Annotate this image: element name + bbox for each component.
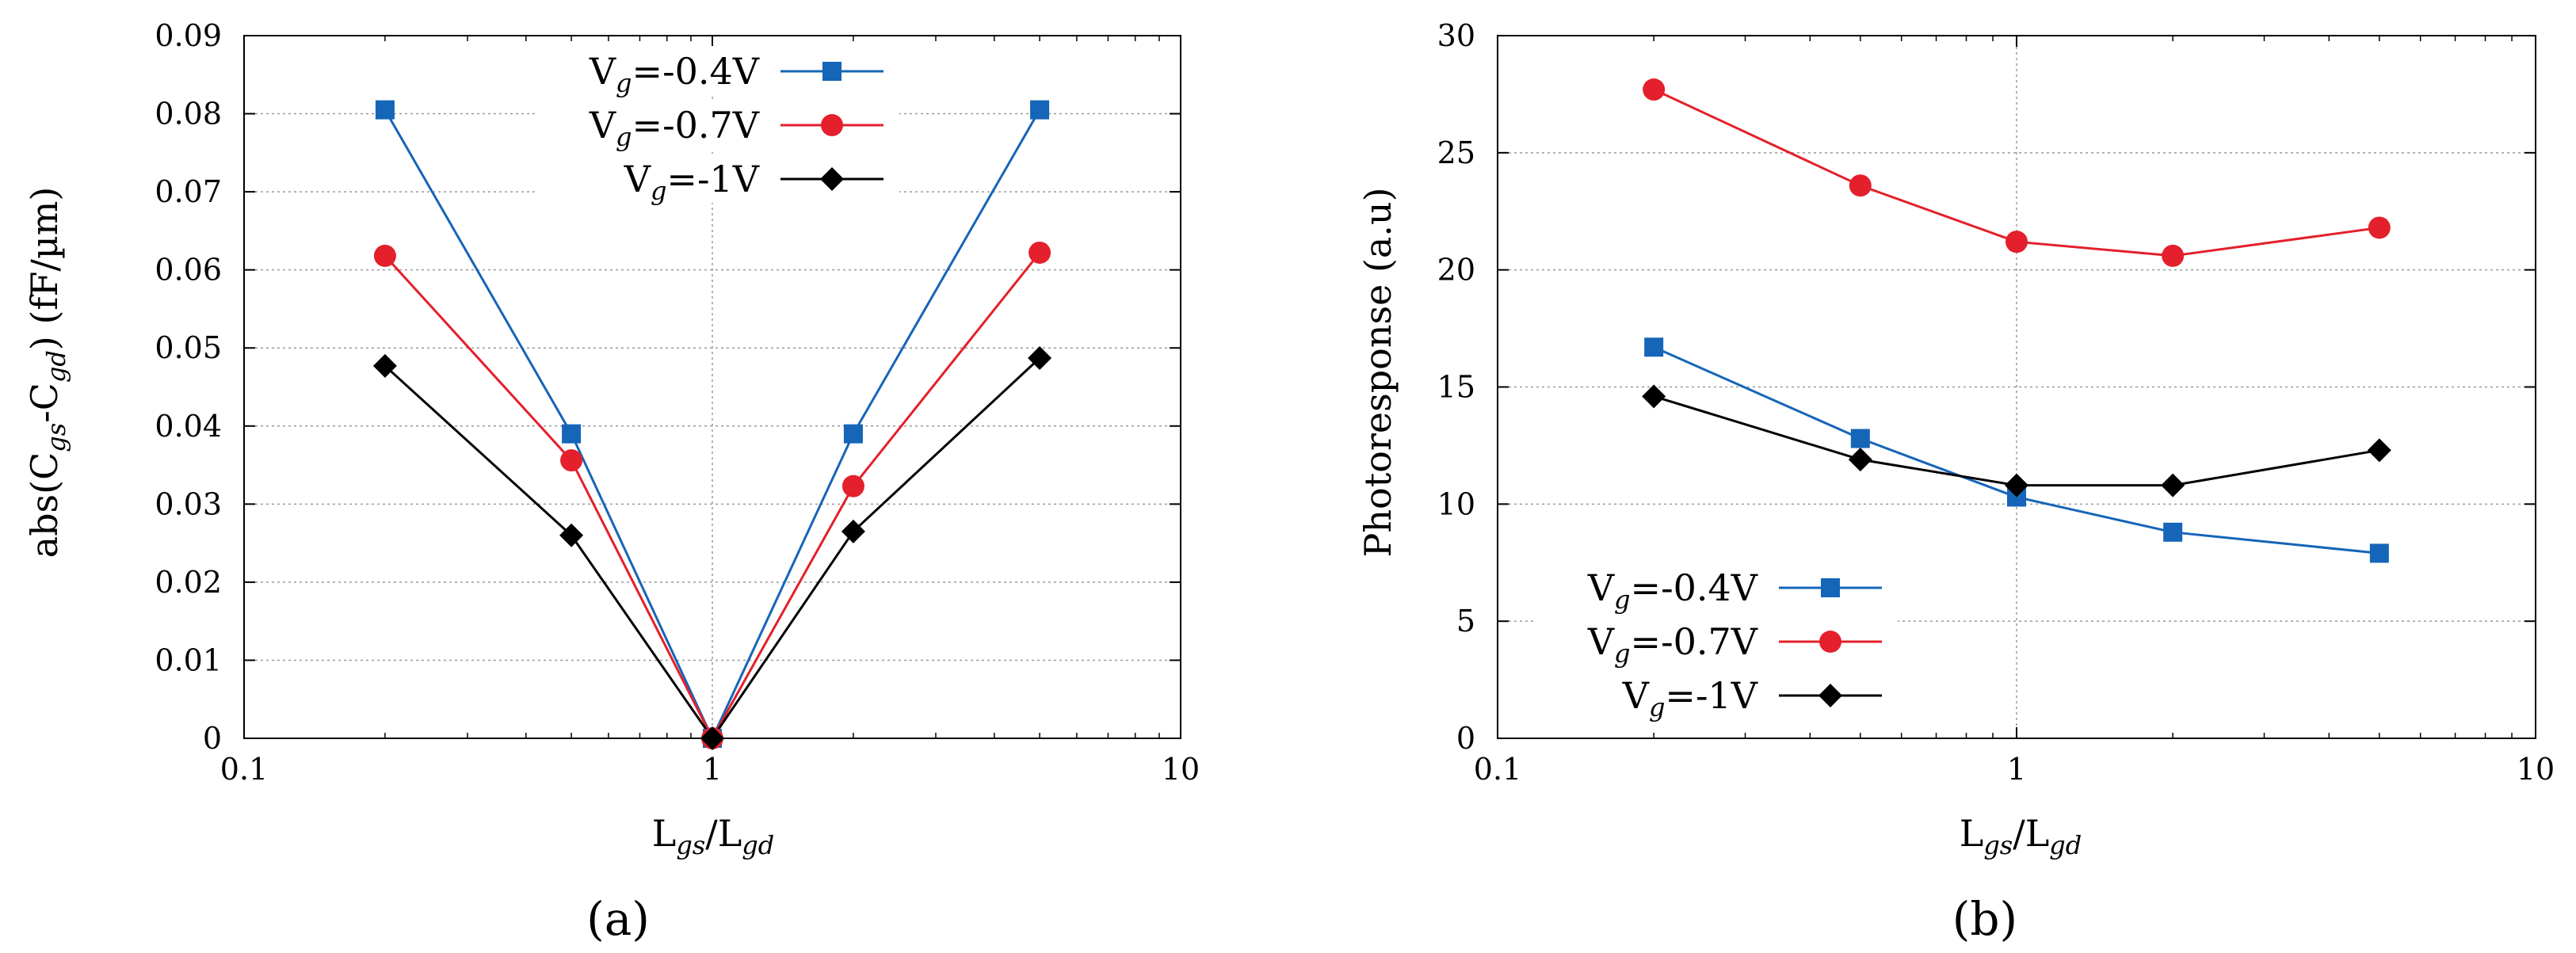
y-tick-label: 0.08 <box>155 97 222 132</box>
panel-a-legend: Vg=-0.4V Vg=-0.7V Vg=-1V <box>537 46 899 206</box>
panel-a-y-axis-label: abs(Cgs-Cgd) (fF/µm) <box>23 187 71 558</box>
legend-entry-label: Vg=-0.4V <box>589 50 760 98</box>
y-tick-label: 5 <box>1456 604 1475 639</box>
y-tick-label: 0.01 <box>155 642 222 677</box>
data-point-square <box>843 424 863 444</box>
legend-entry-label: Vg=-1V <box>1622 674 1758 722</box>
x-tick-label: 10 <box>2517 752 2555 787</box>
y-tick-label: 0 <box>203 721 222 756</box>
data-point-circle <box>373 244 396 267</box>
data-point-square <box>2369 543 2389 563</box>
panel-a-label: (a) <box>586 892 650 946</box>
y-tick-label: 0.07 <box>155 174 222 209</box>
y-tick-label: 0.02 <box>155 565 222 600</box>
legend-marker-square <box>822 62 841 81</box>
panel-b-series <box>1642 78 2391 563</box>
y-tick-label: 0.03 <box>155 486 222 521</box>
panel-b-legend: Vg=-0.4V Vg=-0.7V Vg=-1V <box>1536 562 1898 722</box>
legend-entry-label: Vg=-0.7V <box>589 104 760 152</box>
panel-a-frame <box>243 35 1181 739</box>
y-tick-label: 20 <box>1437 253 1475 288</box>
data-point-circle <box>1643 78 1666 101</box>
legend-marker-circle <box>821 114 843 136</box>
legend-marker-diamond <box>820 167 844 191</box>
data-point-square <box>562 424 582 444</box>
legend-marker-diamond <box>1818 684 1842 707</box>
y-tick-label: 0.09 <box>155 18 222 53</box>
data-point-diamond <box>2005 473 2028 497</box>
panel-a-chart: 0 0.01 0.02 0.03 0.04 0.05 0.06 0.07 0.08 0.09 0.1… <box>23 18 1200 946</box>
x-tick-label: 1 <box>2007 752 2026 787</box>
x-tick-label: 0.1 <box>220 752 268 787</box>
panel-b-y-axis-label: Photoresponse (a.u) <box>1357 187 1399 557</box>
series-line-0.4v <box>1653 345 2379 555</box>
data-point-diamond <box>841 519 865 543</box>
data-point-square <box>375 100 395 120</box>
panel-b-frame <box>1497 35 2536 739</box>
legend-entry-label: Vg=-0.7V <box>1587 620 1758 669</box>
y-tick-label: 0.06 <box>155 253 222 288</box>
data-point-diamond <box>2161 473 2185 497</box>
data-point-square <box>1850 429 1870 448</box>
data-point-diamond <box>1848 448 1872 472</box>
data-point-diamond <box>2367 438 2391 463</box>
panel-a-x-axis-label: Lgs/Lgd <box>652 812 774 860</box>
x-tick-label: 0.1 <box>1474 752 1521 787</box>
data-point-square <box>2163 522 2183 542</box>
data-point-diamond <box>559 523 584 547</box>
x-tick-label: 10 <box>1162 752 1200 787</box>
data-point-square <box>1644 337 1664 357</box>
data-point-diamond <box>372 353 397 378</box>
legend-marker-square <box>1821 578 1840 597</box>
legend-marker-circle <box>1819 631 1841 653</box>
data-point-circle <box>560 449 583 472</box>
data-point-circle <box>2162 244 2185 267</box>
data-point-circle <box>2005 231 2028 253</box>
data-point-circle <box>1849 174 1872 197</box>
y-tick-label: 30 <box>1437 18 1475 53</box>
panel-b-x-axis-label: Lgs/Lgd <box>1960 812 2082 860</box>
panel-b-label: (b) <box>1952 892 2017 946</box>
panel-b-ticks: 0 5 10 15 20 25 30 0.1 1 10 <box>1437 18 2555 787</box>
data-point-circle <box>2368 216 2391 239</box>
legend-entry-label: Vg=-0.4V <box>1587 566 1758 615</box>
legend-entry-label: Vg=-1V <box>624 158 760 206</box>
data-point-diamond <box>1642 384 1666 409</box>
y-tick-label: 0.05 <box>155 330 222 365</box>
data-point-circle <box>1028 241 1051 264</box>
panel-a-ticks: 0 0.01 0.02 0.03 0.04 0.05 0.06 0.07 0.08 0.09 0.1… <box>155 18 1200 787</box>
y-tick-label: 0 <box>1456 721 1475 756</box>
data-point-diamond <box>1028 346 1052 371</box>
panel-b-chart: 0 5 10 15 20 25 30 0.1 1 10 Vg=-0.4V Vg=-0.7V Vg=-1… <box>1357 18 2555 946</box>
series-line-1v <box>384 356 1041 741</box>
x-tick-label: 1 <box>703 752 722 787</box>
y-tick-label: 0.04 <box>155 409 222 444</box>
y-tick-label: 15 <box>1437 370 1475 405</box>
y-tick-label: 25 <box>1437 135 1475 170</box>
y-tick-label: 10 <box>1437 486 1475 521</box>
data-point-square <box>1030 100 1050 120</box>
data-point-circle <box>841 475 864 497</box>
